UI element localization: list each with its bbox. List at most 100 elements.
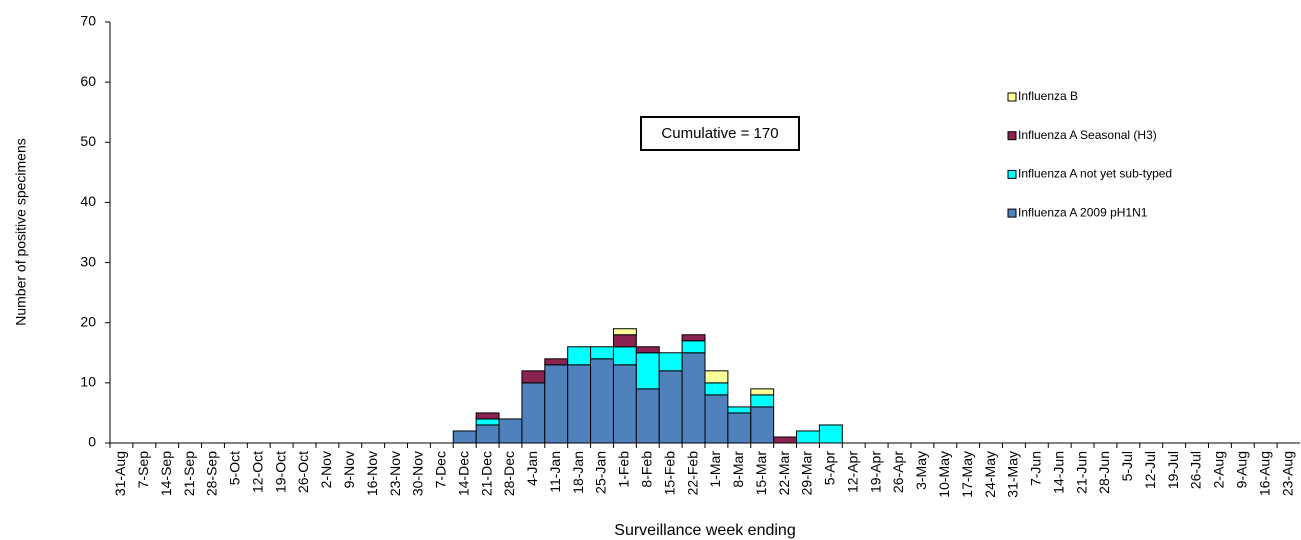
y-tick-label: 20 (80, 313, 96, 329)
x-tick-label: 2-Nov (318, 451, 334, 488)
legend-swatch (1007, 208, 1017, 218)
x-tick-label: 28-Dec (501, 451, 517, 496)
legend-label: Influenza A not yet sub-typed (1018, 167, 1172, 181)
y-tick-label: 0 (88, 434, 96, 450)
bar (750, 406, 775, 444)
bar (704, 394, 729, 444)
x-tick-label: 10-May (936, 451, 952, 498)
x-tick-label: 16-Nov (364, 451, 380, 496)
y-tick-label: 60 (80, 73, 96, 89)
x-tick-label: 14-Dec (455, 451, 471, 496)
x-tick-label: 21-Sep (181, 451, 197, 496)
legend-label: Influenza A Seasonal (H3) (1018, 128, 1157, 142)
bar (750, 394, 775, 408)
bar (612, 364, 637, 444)
x-tick-label: 5-Jul (1119, 451, 1135, 481)
x-tick-label: 25-Jan (593, 451, 609, 494)
bar (727, 406, 752, 414)
x-axis-title: Surveillance week ending (614, 522, 795, 539)
bar (567, 364, 592, 444)
y-axis-title: Number of positive specimens (13, 138, 29, 326)
x-tick-label: 15-Mar (753, 451, 769, 496)
x-tick-label: 1-Feb (616, 451, 632, 488)
legend-swatch (1007, 92, 1017, 102)
x-tick-label: 5-Oct (227, 451, 243, 485)
legend-swatch (1007, 169, 1017, 179)
bar (612, 346, 637, 366)
x-tick-label: 12-Jul (1142, 451, 1158, 489)
bar (796, 430, 820, 444)
bar (544, 358, 569, 366)
x-tick-label: 14-Jun (1050, 451, 1066, 494)
x-tick-label: 22-Feb (684, 451, 700, 496)
bar (635, 352, 660, 390)
x-tick-label: 8-Feb (638, 451, 654, 488)
x-tick-label: 9-Aug (1233, 451, 1249, 488)
x-tick-label: 3-May (913, 451, 929, 490)
bar (635, 388, 660, 444)
y-tick-label: 70 (80, 13, 96, 29)
bar (681, 334, 706, 342)
bar (681, 352, 706, 444)
bar (475, 418, 500, 426)
bar (750, 388, 775, 396)
bar (475, 412, 500, 420)
x-tick-label: 9-Nov (341, 451, 357, 488)
x-tick-label: 7-Sep (135, 451, 151, 489)
bar (612, 328, 637, 336)
bar (521, 370, 546, 384)
x-tick-label: 28-Sep (204, 451, 220, 496)
bar (658, 352, 683, 372)
bar (727, 412, 752, 444)
x-tick-label: 22-Mar (776, 451, 792, 496)
x-tick-label: 15-Feb (661, 451, 677, 496)
annotation: Cumulative = 170 (661, 125, 778, 142)
bar (635, 346, 660, 354)
x-tick-label: 4-Jan (524, 451, 540, 486)
bar (818, 424, 843, 444)
x-tick-label: 17-May (959, 451, 975, 498)
bar (521, 382, 546, 444)
x-tick-label: 12-Oct (249, 451, 265, 493)
bar (704, 382, 729, 396)
x-tick-label: 7-Dec (433, 451, 449, 488)
bar (590, 346, 614, 360)
bar (498, 418, 523, 444)
x-tick-label: 31-May (1005, 451, 1021, 498)
x-tick-label: 7-Jun (1028, 451, 1044, 486)
x-tick-label: 23-Nov (387, 451, 403, 496)
x-tick-label: 29-Mar (799, 451, 815, 496)
annotation-box (640, 116, 800, 151)
legend-label: Influenza B (1018, 89, 1078, 103)
bar (452, 430, 477, 444)
bar (590, 358, 614, 444)
bar (773, 436, 798, 444)
x-tick-label: 11-Jan (547, 451, 563, 493)
x-tick-label: 23-Aug (1279, 451, 1295, 496)
x-tick-label: 30-Nov (410, 451, 426, 496)
legend-swatch (1007, 131, 1017, 141)
x-tick-label: 5-Apr (822, 451, 838, 486)
bar (704, 370, 729, 384)
bar (612, 334, 637, 348)
bar (567, 346, 592, 366)
bar (658, 370, 683, 444)
x-tick-label: 19-Jul (1165, 451, 1181, 489)
x-tick-label: 24-May (982, 451, 998, 498)
y-tick-label: 40 (80, 193, 96, 209)
legend-label: Influenza A 2009 pH1N1 (1018, 205, 1148, 219)
bar (681, 340, 706, 354)
x-tick-label: 19-Apr (867, 451, 883, 493)
x-tick-label: 18-Jan (570, 451, 586, 494)
y-tick-label: 50 (80, 133, 96, 149)
x-tick-label: 21-Jun (1073, 451, 1089, 494)
x-tick-label: 2-Aug (1211, 451, 1227, 488)
x-tick-label: 1-Mar (707, 451, 723, 488)
x-tick-label: 26-Apr (890, 451, 906, 493)
bar (544, 364, 569, 444)
x-tick-label: 21-Dec (478, 451, 494, 496)
y-tick-label: 10 (80, 374, 96, 390)
bar (475, 424, 500, 444)
x-tick-label: 26-Jul (1188, 451, 1204, 489)
